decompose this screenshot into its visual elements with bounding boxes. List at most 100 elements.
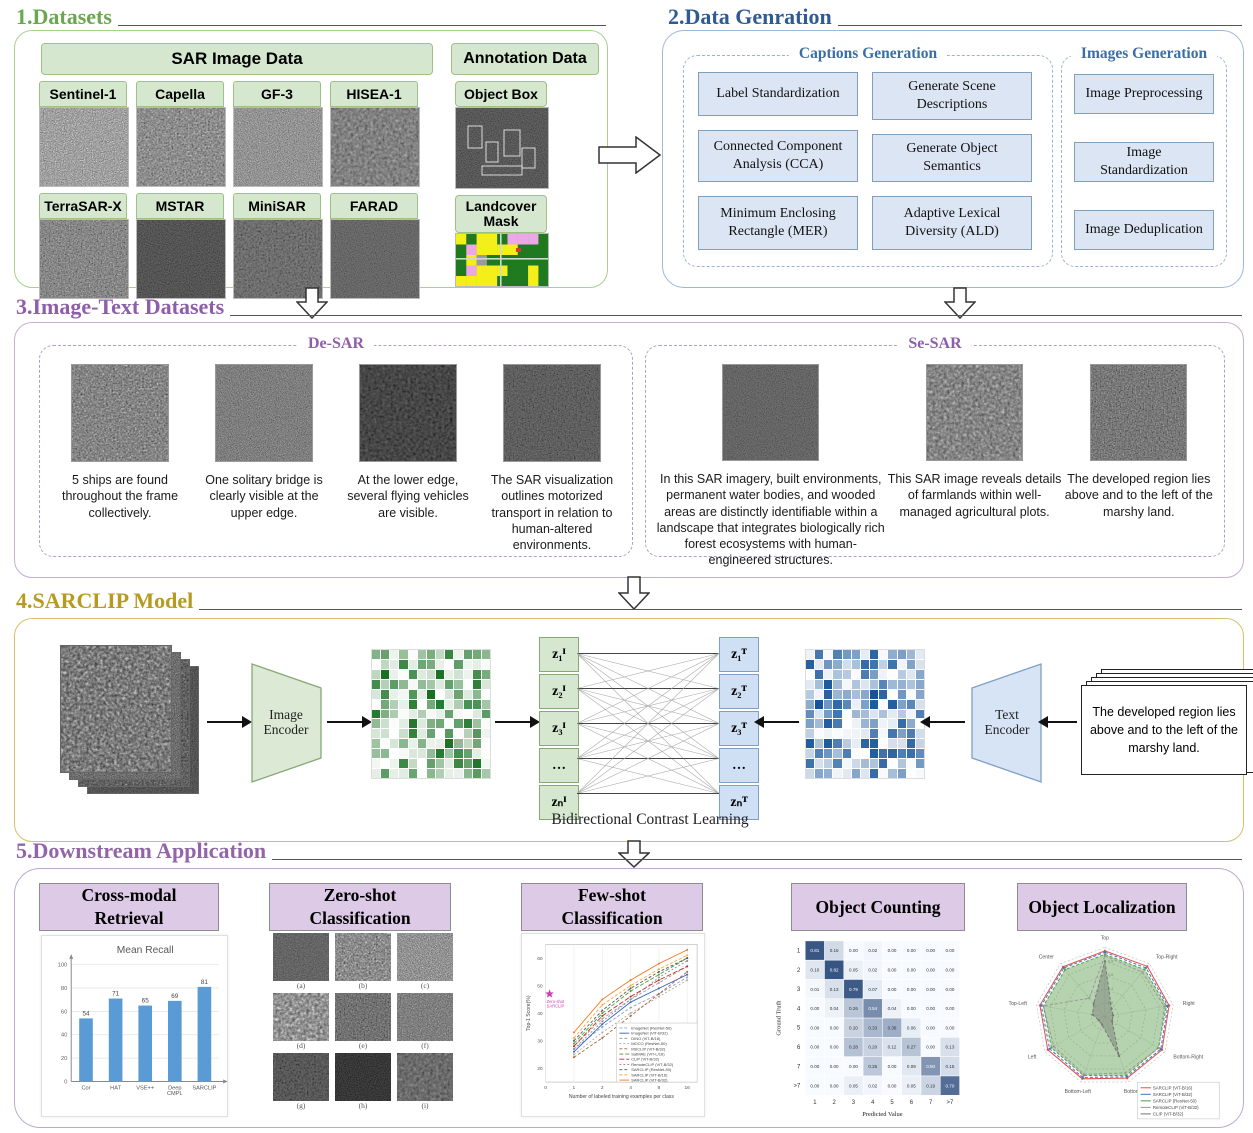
heatmap-cell: [463, 719, 472, 729]
heatmap-cell: [915, 699, 924, 709]
title-rule: [117, 25, 606, 26]
svg-text:71: 71: [112, 991, 120, 998]
svg-text:RemoteCLIP (ViT-B/32): RemoteCLIP (ViT-B/32): [1153, 1105, 1199, 1110]
heatmap-cell: [408, 739, 417, 749]
zeroshot-image-label: (f): [421, 1041, 429, 1050]
dataset-thumbnail: [39, 219, 129, 299]
sar-image: [40, 108, 128, 186]
sar-image: [234, 220, 322, 298]
text-encoder: Text Encoder: [971, 663, 1042, 783]
heatmap-cell: [906, 659, 915, 669]
section-model-title: 4.SARCLIP Model: [16, 588, 1242, 614]
zeroshot-cell: (i): [397, 1053, 453, 1111]
svg-text:RemoteCLIP (ViT-B/32): RemoteCLIP (ViT-B/32): [631, 1062, 674, 1067]
heatmap-cell: [824, 689, 833, 699]
zeroshot-cell: (d): [273, 993, 329, 1051]
heatmap-cell: [860, 679, 870, 689]
svg-text:3: 3: [852, 1100, 856, 1106]
svg-text:ImageNet (ResNet-50): ImageNet (ResNet-50): [631, 1025, 672, 1030]
svg-text:2: 2: [833, 1100, 836, 1106]
heatmap-cell: [806, 669, 815, 679]
heatmap-cell: [436, 699, 445, 709]
dataset-thumbnail: [330, 107, 420, 187]
sar-image: [331, 220, 419, 298]
sar-image: [331, 108, 419, 186]
dataset-thumbnail: [330, 219, 420, 299]
sar-image: [927, 365, 1023, 460]
heatmap-cell: [906, 729, 915, 739]
svg-text:Ground Truth: Ground Truth: [775, 1000, 782, 1036]
svg-text:5: 5: [890, 1100, 894, 1106]
panel-localization-header: Object Localization: [1017, 883, 1187, 931]
item-caption: The developed region lies above and to t…: [1064, 472, 1213, 519]
heatmap-cell: [463, 759, 472, 769]
svg-text:Top-Right: Top-Right: [1156, 954, 1178, 960]
heatmap-cell: [454, 749, 463, 759]
heatmap-cell: [417, 679, 426, 689]
svg-text:20: 20: [537, 1066, 543, 1072]
svg-text:0.00: 0.00: [907, 948, 916, 953]
svg-text:0.00: 0.00: [926, 987, 935, 992]
zeroshot-sar-image: [273, 933, 329, 981]
images-generation-group: Images Generation Image Preprocessing Ima…: [1061, 45, 1227, 267]
heatmap-cell: [842, 679, 851, 689]
contrastive-cross-lines: [577, 652, 719, 795]
heatmap-cell: [436, 650, 445, 659]
heatmap-cell: [481, 650, 490, 659]
heatmap-cell: [915, 669, 924, 679]
heatmap-cell: [372, 689, 381, 699]
image-step-box: Image Deduplication: [1074, 210, 1214, 250]
svg-text:100: 100: [58, 963, 68, 969]
sar-image: [72, 365, 168, 461]
heatmap-cell: [436, 679, 445, 689]
heatmap-cell: [390, 719, 399, 729]
heatmap-cell: [472, 719, 481, 729]
heatmap-cell: [915, 650, 924, 659]
heatmap-cell: [824, 719, 833, 729]
heatmap-cell: [879, 709, 888, 719]
heatmap-cell: [915, 729, 924, 739]
heatmap-cell: [426, 719, 436, 729]
heatmap-cell: [824, 759, 833, 769]
heatmap-cell: [408, 689, 417, 699]
image-text-item: In this SAR imagery, built environments,…: [654, 364, 888, 569]
image-step-box: Image Preprocessing: [1074, 74, 1214, 114]
section-datagen-title-text: 2.Data Genration: [668, 4, 832, 29]
heatmap-cell: [888, 749, 897, 759]
heatmap-cell: [879, 699, 888, 709]
heatmap-cell: [806, 689, 815, 699]
heatmap-cell: [399, 739, 408, 749]
heatmap-cell: [833, 729, 842, 739]
caption-card-stack: The developed region lies above and to t…: [1081, 669, 1253, 779]
heatmap-cell: [824, 769, 833, 778]
image-step-box: Image Standardization: [1074, 142, 1214, 182]
heatmap-cell: [408, 659, 417, 669]
item-sar-image: [359, 364, 457, 462]
heatmap-cell: [906, 749, 915, 759]
dataset-card: Capella: [136, 81, 226, 187]
svg-text:7: 7: [929, 1100, 932, 1106]
zeroshot-cell: (f): [397, 993, 453, 1051]
item-caption: In this SAR imagery, built environments,…: [656, 472, 885, 568]
heatmap-cell: [915, 739, 924, 749]
heatmap-cell: [870, 669, 879, 679]
object-box-image: [455, 107, 549, 189]
svg-text:69: 69: [171, 993, 179, 1000]
heatmap-cell: [372, 729, 381, 739]
svg-text:0.20: 0.20: [849, 1025, 858, 1030]
arrow-images-to-encoder: [207, 714, 252, 729]
svg-text:20: 20: [61, 1056, 68, 1062]
heatmap-cell: [897, 719, 906, 729]
heatmap-cell: [833, 659, 842, 669]
heatmap-cell: [381, 650, 390, 659]
svg-text:0.00: 0.00: [926, 948, 935, 953]
heatmap-cell: [381, 719, 390, 729]
heatmap-cell: [426, 679, 436, 689]
sar-image: [335, 993, 391, 1041]
heatmap-cell: [408, 769, 417, 778]
heatmap-cell: [426, 749, 436, 759]
heatmap-cell: [481, 759, 490, 769]
heatmap-cell: [906, 669, 915, 679]
sar-image: [397, 1053, 453, 1101]
